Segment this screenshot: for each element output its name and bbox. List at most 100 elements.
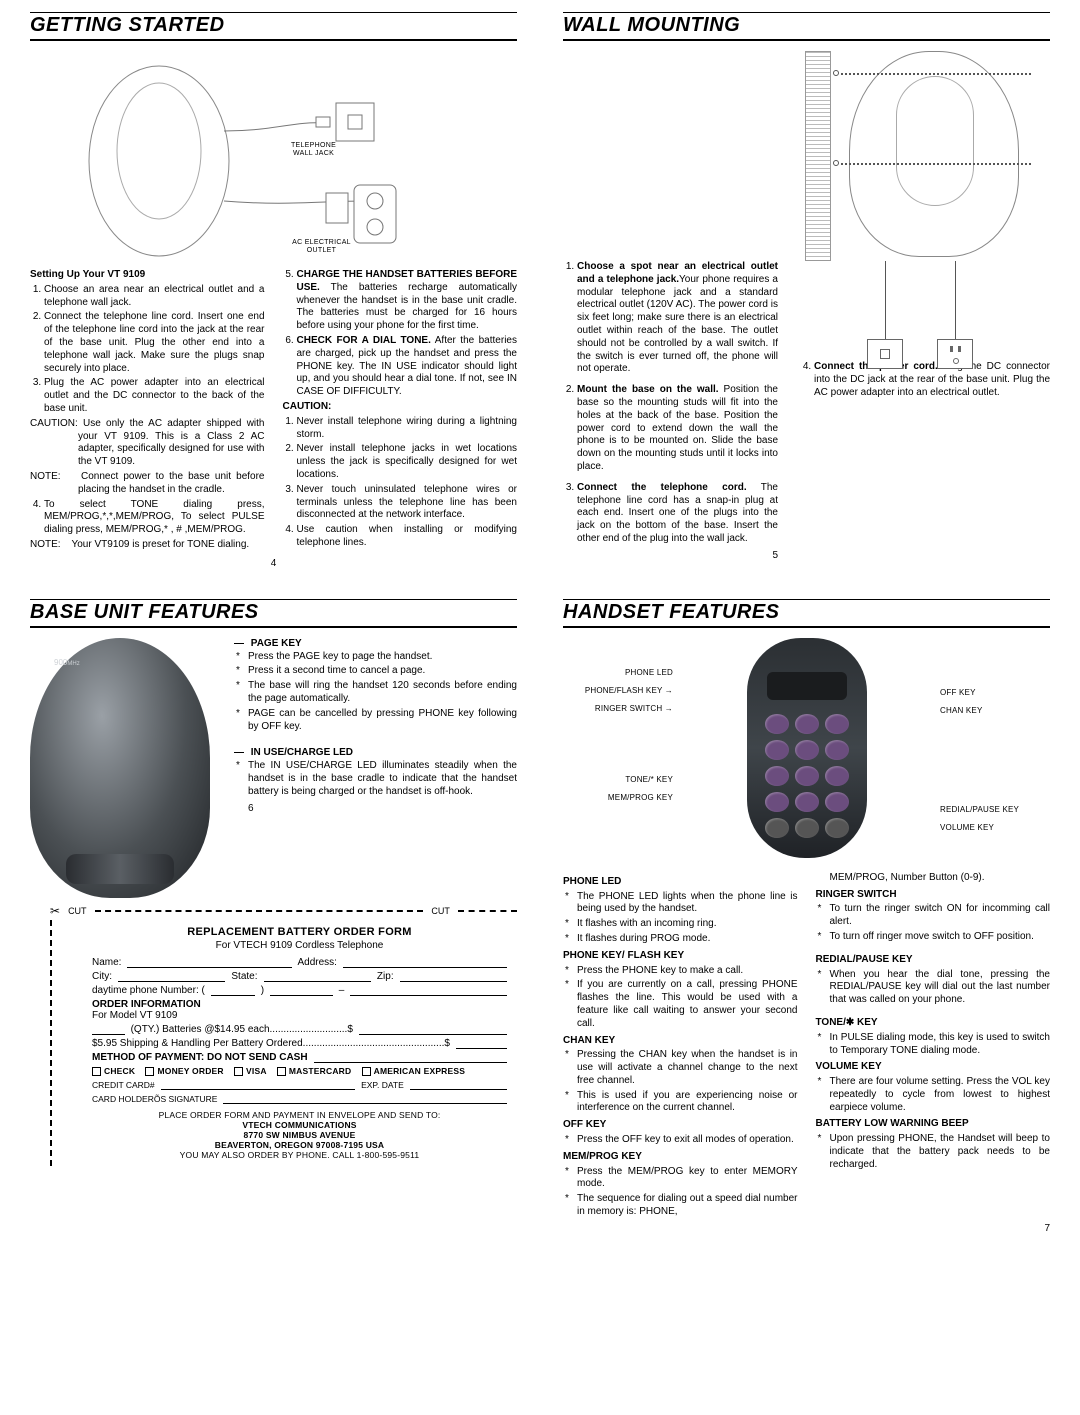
wall-step: Choose a spot near an electrical outlet … [577, 261, 778, 376]
cut-label: CUT [431, 906, 450, 916]
caution-item: Never install telephone wiring during a … [297, 416, 518, 442]
section-base-features: BASE UNIT FEATURES 900MHz PAGE KEY Press… [30, 599, 517, 1234]
page-key-list: Press the PAGE key to page the handset. … [234, 651, 517, 734]
caution-item: Use caution when installing or modifying… [297, 524, 518, 550]
h-chan-head: CHAN KEY [563, 1035, 798, 1048]
scissors-icon: ✂ [50, 904, 60, 918]
charge-item: CHARGE THE HANDSET BATTERIES BEFORE USE.… [297, 269, 518, 333]
setup-step: Choose an area near an electrical outlet… [44, 284, 265, 310]
wall-step: Mount the base on the wall. Position the… [577, 384, 778, 474]
sig-label: CARD HOLDERÕS SIGNATURE [92, 1094, 217, 1104]
exp-field[interactable] [410, 1079, 507, 1090]
city-field[interactable] [118, 971, 225, 982]
note-tone: NOTE: Your VT9109 is preset for TONE dia… [30, 539, 265, 552]
wall-steps-left: Choose a spot near an electrical outlet … [563, 261, 778, 546]
wall-step: Connect the power cord. Plug the DC conn… [814, 361, 1050, 399]
list-item: The PHONE LED lights when the phone line… [577, 891, 798, 917]
h-mem-head: MEM/PROG KEY [563, 1151, 798, 1164]
state-field[interactable] [264, 971, 371, 982]
checkbox-money[interactable] [145, 1067, 154, 1076]
page-key-item: PAGE can be cancelled by pressing PHONE … [248, 708, 517, 734]
h-bat-head: BATTERY LOW WARNING BEEP [816, 1118, 1051, 1131]
cc-field[interactable] [161, 1079, 355, 1090]
check-item: CHECK FOR A DIAL TONE. After the batteri… [297, 335, 518, 399]
hl-redial: REDIAL/PAUSE KEY [940, 805, 1050, 814]
caution-list: Never install telephone wiring during a … [283, 416, 518, 550]
name-field[interactable] [127, 957, 291, 968]
charge-check-list: CHARGE THE HANDSET BATTERIES BEFORE USE.… [283, 269, 518, 399]
order-form: REPLACEMENT BATTERY ORDER FORM For VTECH… [52, 920, 517, 1166]
qty-field[interactable] [92, 1024, 125, 1035]
exp-label: EXP. DATE [361, 1080, 404, 1090]
h-phone-led-head: PHONE LED [563, 876, 798, 889]
mem-cont: MEM/PROG, Number Button (0-9). [816, 872, 1051, 885]
list-item: Upon pressing PHONE, the Handset will be… [830, 1133, 1051, 1171]
wall-steps-right: Connect the power cord. Plug the DC conn… [800, 361, 1050, 399]
title-wall-mounting: WALL MOUNTING [563, 12, 1050, 41]
inuse-item: The IN USE/CHARGE LED illuminates steadi… [248, 760, 517, 798]
label-ac-outlet: AC ELECTRICAL OUTLET [282, 239, 362, 254]
inuse-list: The IN USE/CHARGE LED illuminates steadi… [234, 760, 517, 798]
title-handset-features: HANDSET FEATURES [563, 599, 1050, 628]
list-item: Pressing the CHAN key when the handset i… [577, 1049, 798, 1087]
h-off-head: OFF KEY [563, 1119, 798, 1132]
address-field[interactable] [343, 957, 507, 968]
caution-adapter: CAUTION: Use only the AC adapter shipped… [30, 418, 265, 469]
page-key-item: The base will ring the handset 120 secon… [248, 680, 517, 706]
hl-ringer: RINGER SWITCH [563, 704, 673, 713]
checkbox-check[interactable] [92, 1067, 101, 1076]
phone-area-field[interactable] [211, 985, 255, 996]
list-item: There are four volume setting. Press the… [830, 1076, 1051, 1114]
hl-memprog: MEM/PROG KEY [563, 793, 673, 802]
checkbox-visa[interactable] [234, 1067, 243, 1076]
setup-steps: Choose an area near an electrical outlet… [30, 284, 265, 416]
page-number: 6 [248, 803, 517, 816]
label-wall-jack: TELEPHONE WALL JACK [274, 142, 354, 157]
title-base-features: BASE UNIT FEATURES [30, 599, 517, 628]
hl-flash-key: PHONE/FLASH KEY [563, 686, 673, 695]
section-handset-features: HANDSET FEATURES PHONE LED PHONE/FLASH K… [563, 599, 1050, 1234]
phone-number-field[interactable] [350, 985, 507, 996]
list-item: This is used if you are experiencing noi… [577, 1090, 798, 1116]
model-label: For Model VT 9109 [92, 1010, 507, 1021]
page-key-item: Press the PAGE key to page the handset. [248, 651, 517, 664]
hl-volume: VOLUME KEY [940, 823, 1050, 832]
list-item: It flashes during PROG mode. [577, 933, 798, 946]
list-item: If you are currently on a call, pressing… [577, 979, 798, 1030]
hl-tone: TONE/* KEY [563, 775, 673, 784]
method-label: METHOD OF PAYMENT: DO NOT SEND CASH [92, 1052, 308, 1063]
title-getting-started: GETTING STARTED [30, 12, 517, 41]
page-number: 7 [563, 1223, 1050, 1234]
handset-diagram: PHONE LED PHONE/FLASH KEY RINGER SWITCH … [563, 638, 1050, 858]
pm-visa: VISA [246, 1066, 267, 1076]
zip-field[interactable] [400, 971, 507, 982]
h-redial-head: REDIAL/PAUSE KEY [816, 954, 1051, 967]
ship-label: $5.95 Shipping & Handling Per Battery Or… [92, 1038, 450, 1049]
list-item: Press the PHONE key to make a call. [577, 965, 798, 978]
pm-amex: AMERICAN EXPRESS [374, 1066, 466, 1076]
cut-label: CUT [68, 906, 87, 916]
form-label-name: Name: [92, 957, 121, 968]
pm-check: CHECK [104, 1066, 135, 1076]
phone-prefix-field[interactable] [270, 985, 333, 996]
note-power: NOTE: Connect power to the base unit bef… [30, 471, 265, 497]
base-unit-illustration: 900MHz [30, 638, 220, 898]
hl-phone-led: PHONE LED [563, 668, 673, 677]
checkbox-master[interactable] [277, 1067, 286, 1076]
h-ringer-head: RINGER SWITCH [816, 889, 1051, 902]
ship-total-field[interactable] [456, 1038, 507, 1049]
qty-total-field[interactable] [359, 1024, 507, 1035]
list-item: The sequence for dialing out a speed dia… [577, 1193, 798, 1219]
list-item: Press the MEM/PROG key to enter MEMORY m… [577, 1166, 798, 1192]
handset-illustration [747, 638, 867, 858]
checkbox-amex[interactable] [362, 1067, 371, 1076]
page-key-head: PAGE KEY [251, 638, 302, 649]
setup-step: To select TONE dialing press, MEM/PROG,*… [44, 499, 265, 537]
sig-field[interactable] [223, 1093, 507, 1104]
setup-step: Plug the AC power adapter into an electr… [44, 377, 265, 415]
list-item: Press the OFF key to exit all modes of o… [577, 1134, 798, 1147]
getting-started-illustration: TELEPHONE WALL JACK AC ELECTRICAL OUTLET [64, 51, 484, 261]
page-number: 4 [30, 558, 517, 569]
cc-label: CREDIT CARD# [92, 1080, 155, 1090]
h-tone-head: TONE/✱ KEY [816, 1017, 1051, 1030]
